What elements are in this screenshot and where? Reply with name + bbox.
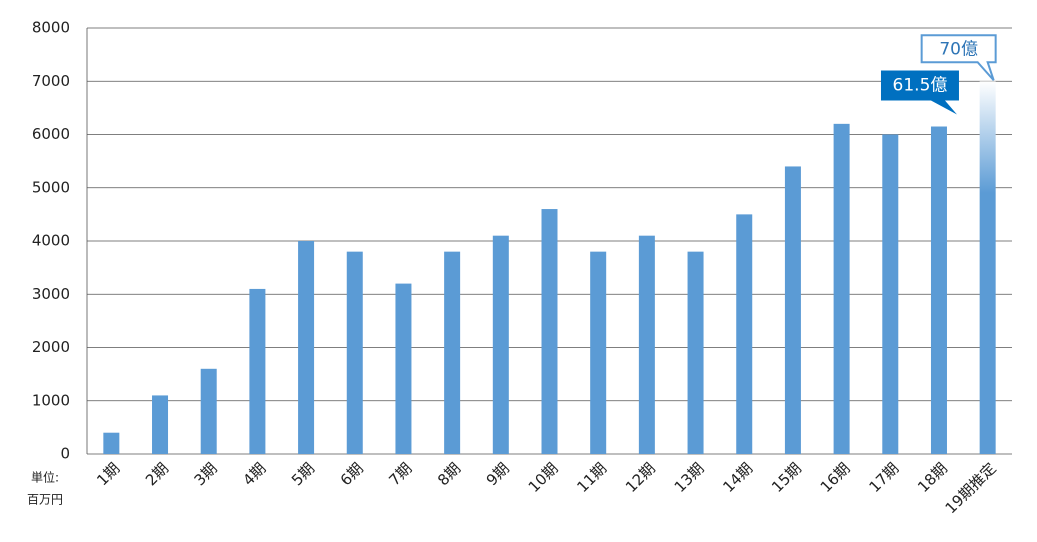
x-tick-label: 10期 <box>525 459 562 496</box>
callout: 70億 <box>920 34 997 81</box>
x-tick-label: 4期 <box>239 459 269 489</box>
value-label: 70億 <box>939 39 978 59</box>
unit-label: 単位: <box>31 470 59 485</box>
bar <box>979 81 996 454</box>
y-tick-label: 7000 <box>32 72 70 90</box>
y-tick-label: 4000 <box>32 232 70 250</box>
bar <box>687 251 704 454</box>
x-tick-label: 11期 <box>573 459 610 496</box>
y-tick-label: 2000 <box>32 338 70 356</box>
bar <box>200 368 217 454</box>
x-tick-label: 7期 <box>385 459 415 489</box>
y-tick-label: 8000 <box>32 19 70 37</box>
y-tick-label: 1000 <box>32 391 70 409</box>
x-tick-label: 5期 <box>288 459 318 489</box>
x-tick-label: 17期 <box>865 459 902 496</box>
x-tick-label: 6期 <box>337 459 367 489</box>
x-tick-label: 2期 <box>142 459 172 489</box>
x-tick-label: 12期 <box>622 459 659 496</box>
bar <box>444 251 461 454</box>
x-tick-label: 18期 <box>914 459 951 496</box>
bar <box>541 209 558 454</box>
bar <box>346 251 363 454</box>
x-tick-label: 16期 <box>817 459 854 496</box>
unit-label: 百万円 <box>27 493 63 507</box>
x-tick-label: 8期 <box>434 459 464 489</box>
bar <box>249 288 266 454</box>
bar <box>590 251 607 454</box>
value-label: 61.5億 <box>893 76 948 96</box>
x-tick-label: 3期 <box>191 459 221 489</box>
bar <box>152 395 169 454</box>
callout: 61.5億 <box>880 70 959 115</box>
y-tick-label: 6000 <box>32 125 70 143</box>
bar <box>833 123 850 454</box>
callout-box <box>920 34 997 81</box>
bar <box>395 283 412 454</box>
x-tick-label: 15期 <box>768 459 805 496</box>
y-tick-label: 0 <box>60 445 70 463</box>
bar <box>638 235 655 454</box>
callout-box <box>880 70 959 115</box>
y-tick-label: 3000 <box>32 285 70 303</box>
bar <box>492 235 509 454</box>
bar <box>298 241 315 454</box>
bar <box>736 214 753 454</box>
x-tick-label: 1期 <box>93 459 123 489</box>
y-tick-label: 5000 <box>32 178 70 196</box>
bar <box>882 134 899 454</box>
bar <box>103 432 120 454</box>
x-tick-label: 14期 <box>719 459 756 496</box>
x-tick-label: 9期 <box>483 459 513 489</box>
bar <box>930 126 947 454</box>
x-tick-label: 19期推定 <box>942 459 1000 517</box>
bar <box>784 166 801 454</box>
x-tick-label: 13期 <box>671 459 708 496</box>
